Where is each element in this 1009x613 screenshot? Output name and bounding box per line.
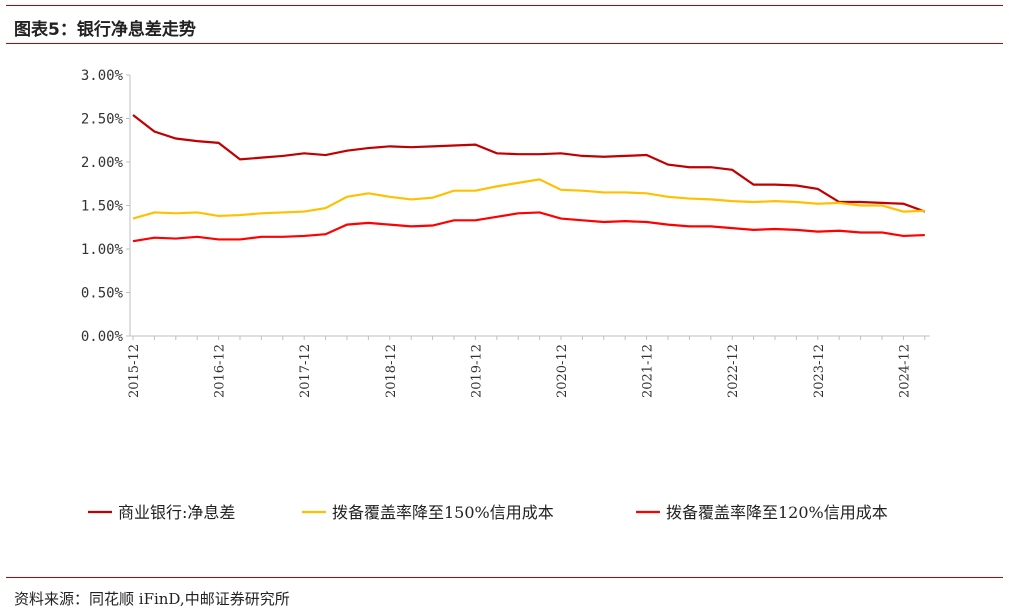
title-rule bbox=[6, 43, 1003, 44]
series-line-3 bbox=[132, 211, 925, 243]
x-tick-label: 2024-12 bbox=[897, 344, 912, 398]
series-line-1 bbox=[132, 114, 926, 213]
x-tick-label: 2023-12 bbox=[812, 344, 827, 398]
y-tick-label: 3.00% bbox=[81, 68, 124, 84]
x-tick-label: 2019-12 bbox=[469, 344, 484, 398]
legend-label: 拨备覆盖率降至150%信用成本 bbox=[332, 503, 554, 522]
y-tick-label: 1.00% bbox=[81, 242, 124, 258]
x-tick-label: 2017-12 bbox=[298, 344, 313, 398]
source-note: 资料来源：同花顺 iFinD,中邮证券研究所 bbox=[14, 590, 290, 608]
x-tick-label: 2020-12 bbox=[555, 344, 570, 398]
legend-label: 拨备覆盖率降至120%信用成本 bbox=[666, 503, 888, 522]
y-tick-label: 0.00% bbox=[81, 329, 124, 345]
y-tick-label: 0.50% bbox=[81, 286, 124, 302]
bottom-rule bbox=[6, 577, 1003, 578]
x-tick-label: 2022-12 bbox=[726, 344, 741, 398]
y-tick-label: 2.00% bbox=[81, 155, 124, 171]
y-tick-label: 2.50% bbox=[81, 112, 124, 128]
x-tick-label: 2021-12 bbox=[641, 344, 656, 398]
legend-label: 商业银行:净息差 bbox=[118, 503, 235, 522]
y-tick-label: 1.50% bbox=[81, 199, 124, 215]
x-tick-label: 2016-12 bbox=[213, 344, 228, 398]
figure-title: 图表5：银行净息差走势 bbox=[14, 20, 196, 40]
series-line-2 bbox=[132, 178, 925, 220]
x-tick-label: 2015-12 bbox=[127, 344, 142, 398]
x-tick-label: 2018-12 bbox=[384, 344, 399, 398]
top-rule bbox=[6, 5, 1003, 6]
